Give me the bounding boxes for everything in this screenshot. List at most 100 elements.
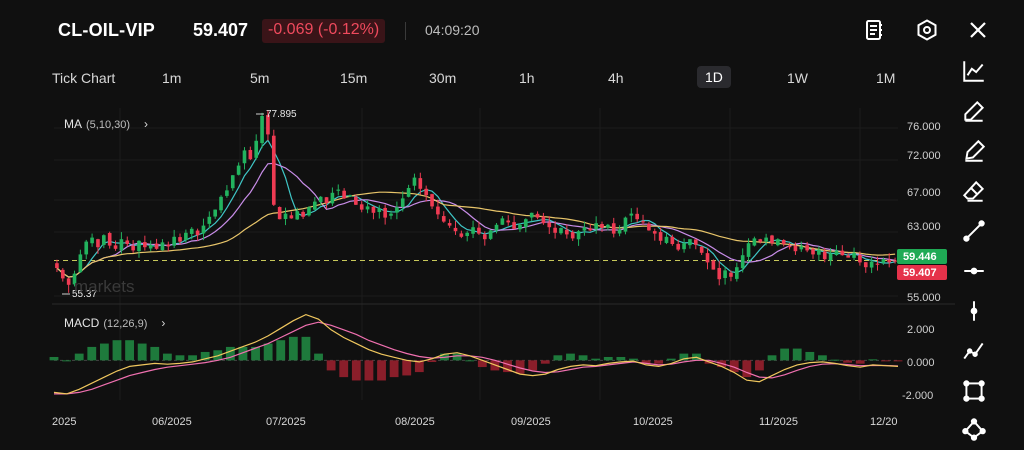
candle [113,245,118,249]
candle [207,216,212,224]
chevron-right-icon[interactable]: › [144,117,149,131]
candle [143,242,147,248]
symbol-name[interactable]: CL-OIL-VIP [58,20,155,40]
ma-name: MA [64,117,82,131]
timeframe-30m[interactable]: 30m [429,70,457,86]
pencil-icon[interactable] [961,98,987,124]
horizontal-line-icon[interactable] [961,258,987,284]
candle [652,231,657,234]
candle [524,219,528,228]
candle [682,243,686,250]
ma-indicator-label[interactable]: MA (5,10,30) › [64,117,148,131]
macd-histogram-bar [150,346,160,361]
path-icon[interactable] [961,338,987,364]
notes-icon[interactable] [862,18,886,42]
candle [617,229,622,234]
settings-hex-icon[interactable] [915,18,939,42]
pen-icon[interactable] [961,138,987,164]
candle [389,213,393,216]
rectangle-icon[interactable] [961,378,987,404]
macd-params: (12,26,9) [103,318,148,330]
candle [817,249,821,255]
candle [787,245,792,248]
macd-histogram-bar [553,355,563,361]
candle [717,267,722,280]
candle [125,240,130,244]
candle [271,135,276,205]
candle [178,237,182,242]
candle [811,249,815,255]
candle [570,232,575,239]
candle [354,196,358,205]
candle [518,224,522,230]
eraser-icon[interactable] [961,178,987,204]
candle [688,239,692,246]
timeframe-15m[interactable]: 15m [340,70,368,86]
candle [459,233,464,237]
current-price: 59.407 [193,20,249,40]
timeframe-5m[interactable]: 5m [250,70,270,86]
price-chart[interactable]: 76.000 72.000 67.000 63.000 55.000 59.44… [0,100,955,450]
candle [219,196,223,211]
candle [348,195,352,197]
line-chart-icon[interactable] [961,58,987,84]
timeframe-4h[interactable]: 4h [608,70,624,86]
top-bar: CL-OIL-VIP 59.407 -0.069 (-0.12%) 04:09:… [0,0,1024,62]
candle [148,244,153,249]
macd-indicator-label[interactable]: MACD (12,26,9) › [64,316,165,330]
macd-histogram-bar [729,360,739,373]
timeframe-1mo[interactable]: 1M [876,70,896,86]
timeframe-1d[interactable]: 1D [697,66,731,88]
ma30-line [56,191,896,278]
candle [242,150,247,164]
candle [195,230,200,236]
ma-params: (5,10,30) [86,119,131,131]
vertical-line-icon[interactable] [961,298,987,324]
candle [559,228,563,234]
nodes-icon[interactable] [961,416,987,442]
macd-histogram-bar [377,360,386,381]
candle [465,232,470,237]
candle [453,227,458,232]
macd-histogram-bar [137,343,147,361]
low-annotation: 55.37 [72,289,97,300]
candle [693,239,698,245]
macd-histogram-bar [855,360,865,364]
macd-histogram-bar [251,346,260,361]
timeframe-1w[interactable]: 1W [787,70,808,86]
chevron-right-icon[interactable]: › [161,316,166,330]
chart-area[interactable]: 76.000 72.000 67.000 63.000 55.000 59.44… [0,100,955,450]
candle [90,237,94,244]
macd-histogram-bar [780,348,790,361]
candle [875,263,880,265]
candle [436,206,440,215]
candle [893,260,897,262]
macd-histogram-bar [503,360,512,373]
candle [189,228,194,234]
macd-histogram-bar [767,355,777,361]
macd-histogram-bar [818,355,827,361]
macd-histogram-bar [880,360,890,362]
candle [225,190,229,196]
candle [60,269,65,279]
timeframe-1m[interactable]: 1m [162,70,182,86]
candle [658,232,663,241]
y-tick-label: 76.000 [907,121,941,133]
server-time: 04:09:20 [425,22,480,38]
trend-line-icon[interactable] [961,218,987,244]
candle [746,243,751,257]
macd-line [53,313,899,395]
close-icon[interactable] [966,18,990,42]
timeframe-1h[interactable]: 1h [519,70,535,86]
drawing-toolbar [955,50,995,450]
candle [107,233,112,246]
timeframe-tick-chart[interactable]: Tick Chart [52,70,116,86]
macd-histogram-bar [112,340,122,361]
candle [611,223,616,234]
candle [418,178,423,189]
macd-y-tick-label: 2.000 [907,324,935,336]
candle [400,198,405,207]
macd-histogram-bar [364,360,374,381]
candle [359,204,364,210]
candle [371,206,376,213]
